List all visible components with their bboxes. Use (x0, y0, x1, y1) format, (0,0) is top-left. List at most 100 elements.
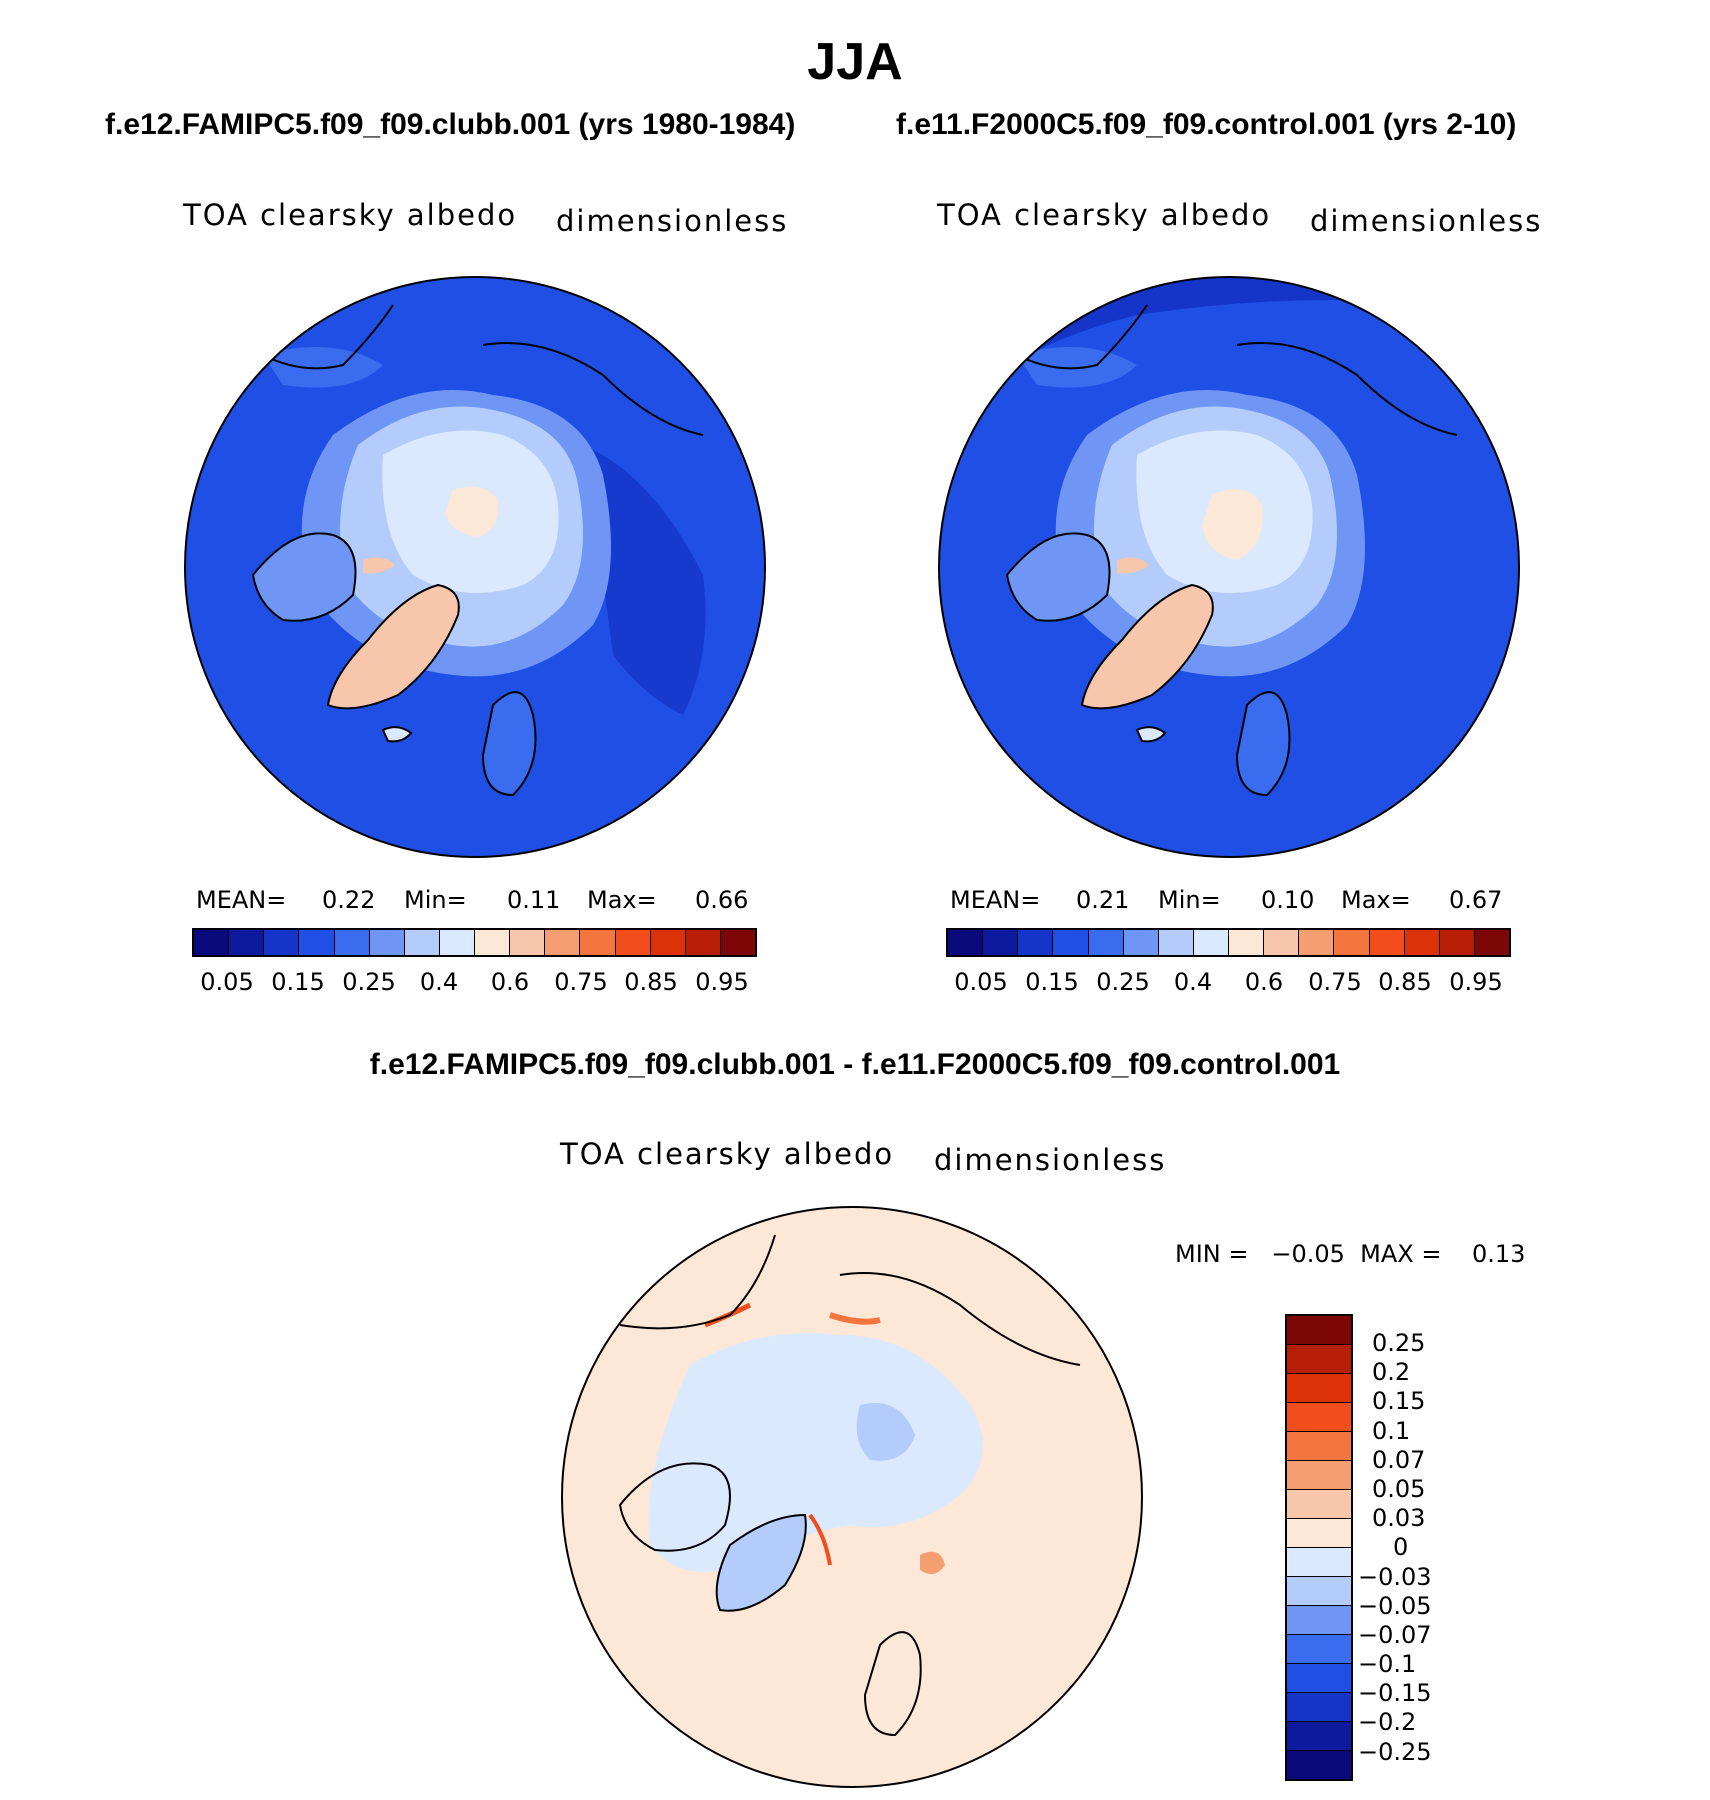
greenland (1080, 583, 1214, 710)
diff-colorbar-tick: −0.07 (1358, 1621, 1432, 1649)
colorbar-swatch (1369, 930, 1405, 955)
colorbar-swatch (1193, 930, 1229, 955)
diff-minmax: MIN = −0.05 MAX = 0.13 (1175, 1240, 1526, 1268)
ellesmere-high (1117, 557, 1149, 574)
diff-colorbar-tick: −0.25 (1358, 1738, 1432, 1766)
right-variable-label: TOA clearsky albedo (937, 198, 1272, 232)
colorbar-swatch (1287, 1403, 1351, 1432)
right-mean-value: 0.21 (1076, 886, 1130, 914)
diff-colorbar-tick: 0.05 (1372, 1475, 1426, 1503)
colorbar-swatch (720, 930, 755, 955)
right-colorbar-tick: 0.95 (1449, 968, 1503, 996)
right-colorbar-tick: 0.4 (1173, 968, 1213, 996)
right-colorbar-tick: 0.75 (1308, 968, 1362, 996)
diff-colorbar-tick: 0.15 (1372, 1387, 1426, 1415)
diff-case-title: f.e12.FAMIPC5.f09_f09.clubb.001 - f.e11.… (369, 1048, 1341, 1081)
left-colorbar-tick: 0.75 (554, 968, 608, 996)
colorbar-swatch (1158, 930, 1194, 955)
left-colorbar-tick: 0.95 (695, 968, 749, 996)
right-case-title: f.e11.F2000C5.f09_f09.control.001 (yrs 2… (896, 108, 1517, 141)
colorbar-swatch (1287, 1316, 1351, 1345)
diff-colorbar-tick: −0.05 (1358, 1592, 1432, 1620)
colorbar-swatch (948, 930, 984, 955)
scandinavia (481, 691, 537, 797)
left-min-label: Min= (404, 886, 467, 914)
colorbar-swatch (545, 930, 581, 955)
colorbar-swatch (369, 930, 405, 955)
colorbar-swatch (580, 930, 616, 955)
right-units-label: dimensionless (1310, 204, 1543, 238)
eurasia-coast (1236, 342, 1458, 436)
left-mean-label: MEAN= (196, 886, 287, 914)
left-colorbar-tick: 0.15 (271, 968, 325, 996)
colorbar-swatch (1287, 1548, 1351, 1577)
canadian-archipelago (1005, 532, 1111, 622)
positive-streak-siberia (829, 1312, 881, 1325)
diff-colorbar (1285, 1314, 1353, 1781)
colorbar-swatch (475, 930, 511, 955)
positive-patch-europe (920, 1551, 945, 1574)
colorbar-swatch (1287, 1345, 1351, 1374)
right-max-label: Max= (1341, 886, 1411, 914)
left-colorbar-tick: 0.85 (624, 968, 678, 996)
colorbar-swatch (1287, 1461, 1351, 1490)
diff-colorbar-tick: 0 (1393, 1533, 1409, 1561)
diff-colorbar-tick: −0.2 (1358, 1708, 1417, 1736)
colorbar-swatch (334, 930, 370, 955)
right-min-value: 0.10 (1261, 886, 1315, 914)
colorbar-swatch (650, 930, 686, 955)
canadian-archipelago (618, 1462, 731, 1552)
colorbar-swatch (1439, 930, 1475, 955)
left-mean-value: 0.22 (322, 886, 376, 914)
iceland (381, 726, 413, 743)
diff-variable-label: TOA clearsky albedo (560, 1137, 895, 1171)
right-min-label: Min= (1158, 886, 1221, 914)
colorbar-swatch (1229, 930, 1265, 955)
left-colorbar-tick: 0.6 (490, 968, 530, 996)
eurasia-coast (839, 1272, 1081, 1366)
colorbar-swatch (264, 930, 300, 955)
colorbar-swatch (1123, 930, 1159, 955)
left-colorbar-tick: 0.05 (200, 968, 254, 996)
diff-colorbar-tick: 0.03 (1372, 1504, 1426, 1532)
iceland (1135, 726, 1167, 743)
colorbar-swatch (1287, 1490, 1351, 1519)
colorbar-swatch (1287, 1374, 1351, 1403)
colorbar-swatch (1287, 1664, 1351, 1693)
colorbar-swatch (1088, 930, 1124, 955)
colorbar-swatch (1264, 930, 1300, 955)
right-colorbar-tick: 0.05 (954, 968, 1008, 996)
colorbar-swatch (1299, 930, 1335, 955)
alaska-coast (262, 304, 394, 370)
negative-anomaly-core (856, 1403, 915, 1461)
colorbar-swatch (1334, 930, 1370, 955)
right-colorbar (946, 928, 1511, 957)
colorbar-swatch (983, 930, 1019, 955)
colorbar-swatch (299, 930, 335, 955)
diff-colorbar-tick: 0.1 (1372, 1417, 1411, 1445)
right-colorbar-tick: 0.25 (1096, 968, 1150, 996)
right-colorbar-tick: 0.6 (1244, 968, 1284, 996)
left-units-label: dimensionless (556, 204, 789, 238)
diff-colorbar-tick: −0.03 (1358, 1563, 1432, 1591)
colorbar-swatch (1287, 1577, 1351, 1606)
left-max-value: 0.66 (695, 886, 749, 914)
canadian-archipelago (251, 532, 357, 622)
colorbar-swatch (615, 930, 651, 955)
right-colorbar-tick: 0.85 (1378, 968, 1432, 996)
left-colorbar-tick: 0.25 (342, 968, 396, 996)
left-min-value: 0.11 (507, 886, 561, 914)
high-albedo-ice (445, 486, 499, 537)
colorbar-swatch (1018, 930, 1054, 955)
colorbar-swatch (1053, 930, 1089, 955)
colorbar-swatch (510, 930, 546, 955)
alaska-coast (619, 1234, 776, 1330)
left-max-label: Max= (587, 886, 657, 914)
colorbar-swatch (1287, 1606, 1351, 1635)
colorbar-swatch (1287, 1635, 1351, 1664)
left-colorbar-tick: 0.4 (419, 968, 459, 996)
high-albedo-ice (1202, 489, 1263, 560)
colorbar-swatch (1474, 930, 1509, 955)
right-polar-map (938, 276, 1520, 858)
colorbar-swatch (229, 930, 265, 955)
